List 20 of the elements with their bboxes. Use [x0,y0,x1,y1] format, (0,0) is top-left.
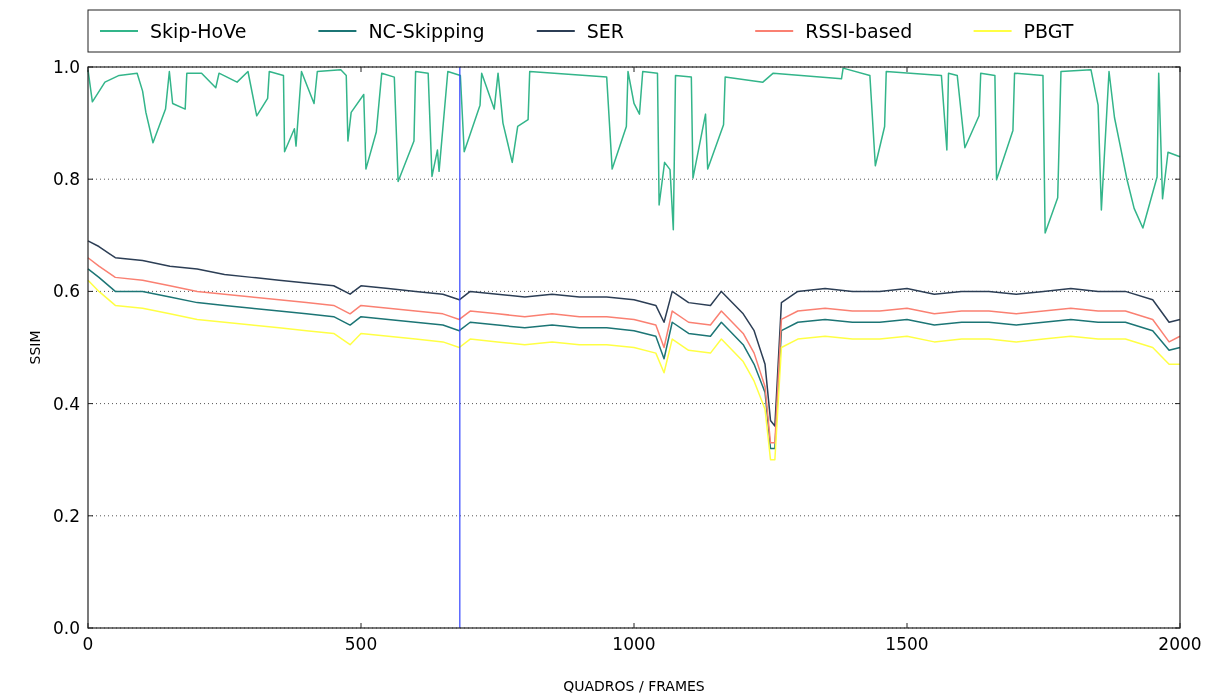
line-series [87,240,1181,427]
y-tick-label: 0.8 [52,169,80,190]
y-tick-label: 0.4 [52,393,80,414]
line-series [87,67,1181,234]
x-axis-title: QUADROS / FRAMES [563,678,705,694]
x-tick-label: 2000 [1158,634,1202,654]
x-tick-label: 1500 [885,634,929,654]
x-tick-label: 1000 [612,634,656,654]
legend-label: Skip-HoVe [150,19,247,42]
y-tick-label: 0.0 [52,617,80,638]
x-tick-label: 500 [344,634,378,654]
x-tick-label: 0 [82,634,94,654]
legend-label: PBGT [1023,19,1074,42]
y-axis-title: SSIM [27,330,43,365]
y-tick-label: 1.0 [52,56,80,77]
y-tick-label: 0.2 [52,505,80,526]
legend-label: SER [586,19,625,42]
legend-label: RSSI-based [805,19,913,42]
legend-label: NC-Skipping [368,19,485,42]
y-tick-label: 0.6 [52,281,80,302]
